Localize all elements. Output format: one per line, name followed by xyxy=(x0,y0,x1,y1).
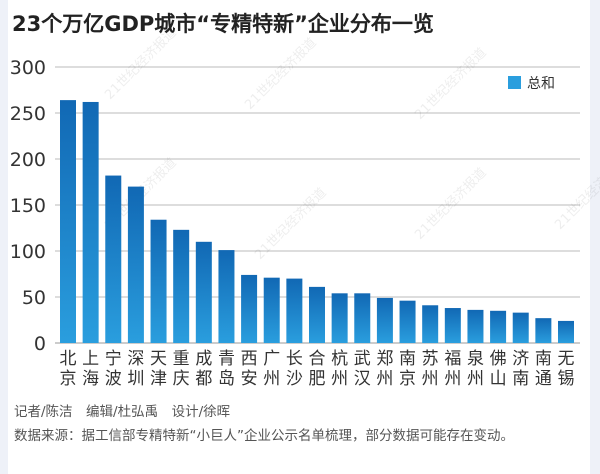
bar-佛山 xyxy=(490,310,507,343)
x-tick-label-line2: 南 xyxy=(512,369,529,389)
legend-label: 总和 xyxy=(527,76,555,92)
x-tick-label-line1: 南 xyxy=(399,349,416,369)
x-tick-label-line2: 京 xyxy=(60,369,77,389)
x-tick-label-line1: 武 xyxy=(354,349,371,369)
x-tick-label-line1: 福 xyxy=(444,349,461,369)
x-tick-label-line2: 锡 xyxy=(558,369,575,389)
x-tick-label-line2: 海 xyxy=(82,369,99,389)
bar-福州 xyxy=(444,308,461,343)
x-tick-label-line1: 北 xyxy=(60,349,77,369)
data-source: 数据来源：据工信部专精特新“小巨人”企业公示名单梳理，部分数据可能存在变动。 xyxy=(14,428,514,444)
watermark: 21世纪经济报道 xyxy=(412,45,489,122)
bar-宁波 xyxy=(105,175,122,343)
y-tick-label: 200 xyxy=(10,149,46,171)
x-tick-label-line2: 州 xyxy=(467,369,484,389)
watermark: 21世纪经济报道 xyxy=(102,25,179,102)
bar-无锡 xyxy=(558,320,574,343)
chart-title: 23个万亿GDP城市“专精特新”企业分布一览 xyxy=(12,12,434,36)
x-tick-label-line1: 西 xyxy=(241,349,258,369)
x-tick-label-line2: 汉 xyxy=(354,369,371,389)
x-tick-label-line2: 圳 xyxy=(127,369,144,389)
x-tick-label-line1: 天 xyxy=(150,349,167,369)
bar-济南 xyxy=(512,312,529,343)
x-tick-label-line1: 广 xyxy=(263,349,280,369)
x-tick-label-line2: 山 xyxy=(490,369,507,389)
x-tick-label-line1: 泉 xyxy=(467,349,484,369)
bar-青岛 xyxy=(218,250,235,343)
x-tick-label-line2: 州 xyxy=(422,369,439,389)
credits: 记者/陈洁 编辑/杜弘禹 设计/徐晖 xyxy=(14,404,231,420)
bar-杭州 xyxy=(331,293,348,343)
left-border xyxy=(0,0,8,474)
y-tick-label: 0 xyxy=(34,333,46,355)
bar-西安 xyxy=(241,274,258,343)
y-tick-label: 300 xyxy=(10,57,46,79)
x-tick-label-line2: 州 xyxy=(376,369,393,389)
bar-南通 xyxy=(535,318,552,343)
y-tick-label: 100 xyxy=(10,241,46,263)
x-tick-label-line2: 京 xyxy=(399,369,416,389)
x-tick-label-line2: 州 xyxy=(444,369,461,389)
x-tick-label-line2: 沙 xyxy=(286,369,303,389)
x-tick-label-line1: 郑 xyxy=(376,349,393,369)
x-tick-label-line2: 波 xyxy=(105,369,122,389)
x-tick-label-line1: 合 xyxy=(309,349,326,369)
x-tick-label-line1: 南 xyxy=(535,349,552,369)
x-tick-label-line2: 州 xyxy=(263,369,280,389)
legend-swatch xyxy=(508,76,521,89)
bar-北京 xyxy=(60,100,76,344)
bar-郑州 xyxy=(376,297,393,343)
x-tick-label-line1: 青 xyxy=(218,349,235,369)
x-tick-label-line2: 都 xyxy=(195,369,212,389)
x-tick-label-line2: 肥 xyxy=(309,369,326,389)
x-tick-label-line2: 庆 xyxy=(173,369,190,389)
bar-泉州 xyxy=(467,309,484,343)
y-tick-label: 50 xyxy=(22,287,46,309)
bar-成都 xyxy=(195,241,212,343)
x-tick-label-line2: 通 xyxy=(535,369,552,389)
x-tick-label-line1: 深 xyxy=(127,349,144,369)
bar-苏州 xyxy=(422,305,439,343)
x-tick-label-line2: 州 xyxy=(331,369,348,389)
bar-重庆 xyxy=(173,229,190,343)
bar-武汉 xyxy=(354,293,371,343)
x-tick-label-line2: 岛 xyxy=(218,369,235,389)
watermark: 21世纪经济报道 xyxy=(412,165,489,242)
x-tick-label-line1: 无 xyxy=(558,349,575,369)
watermark: 21世纪经济报道 xyxy=(552,155,600,232)
x-tick-label-line1: 苏 xyxy=(422,349,439,369)
bar-天津 xyxy=(150,219,167,343)
watermark: 21世纪经济报道 xyxy=(242,35,319,112)
bar-上海 xyxy=(82,101,99,344)
bar-广州 xyxy=(263,277,280,343)
right-border xyxy=(590,0,600,474)
x-tick-label-line1: 长 xyxy=(286,349,303,369)
y-tick-label: 150 xyxy=(10,195,46,217)
x-tick-label-line2: 津 xyxy=(150,369,167,389)
x-tick-label-line1: 杭 xyxy=(331,349,348,369)
x-tick-label-line1: 重 xyxy=(173,349,190,369)
bar-深圳 xyxy=(127,186,144,343)
bar-南京 xyxy=(399,300,416,343)
x-tick-label-line2: 安 xyxy=(241,369,258,389)
x-tick-label-line1: 佛 xyxy=(490,349,507,369)
y-tick-label: 250 xyxy=(10,103,46,125)
x-tick-label-line1: 宁 xyxy=(105,349,122,369)
bar-长沙 xyxy=(286,278,303,343)
x-tick-label-line1: 济 xyxy=(512,349,529,369)
bar-合肥 xyxy=(309,286,325,343)
x-tick-label-line1: 上 xyxy=(82,349,99,369)
x-tick-label-line1: 成 xyxy=(195,349,212,369)
